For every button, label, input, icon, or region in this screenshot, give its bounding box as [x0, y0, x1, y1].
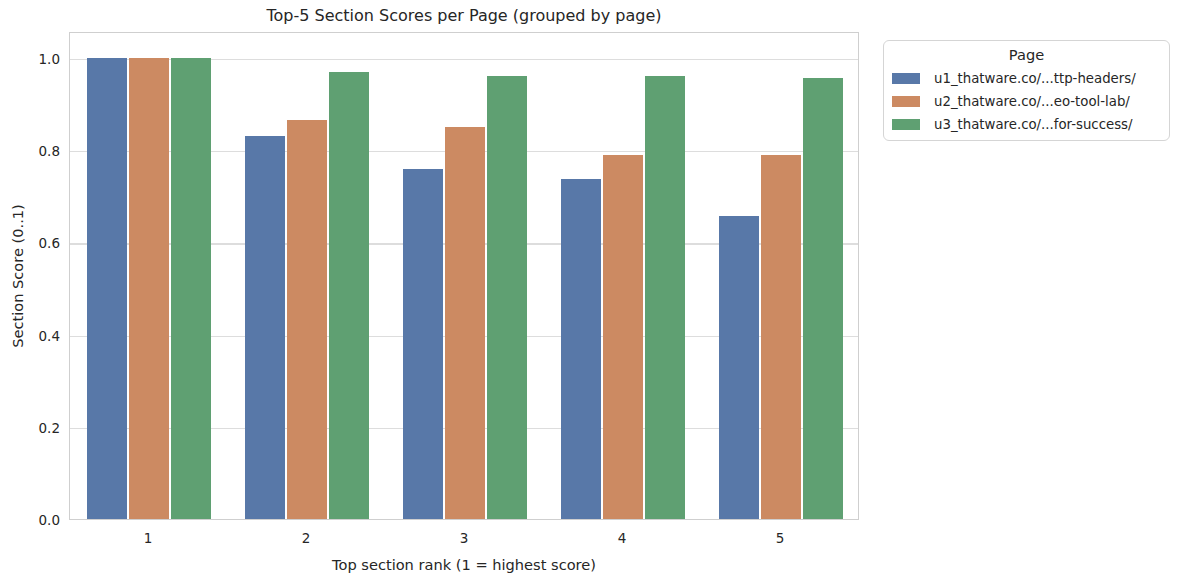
x-axis-tick-label: 1 [128, 530, 168, 546]
bar-u1-rank-2 [245, 136, 286, 519]
y-axis-label: Section Score (0..1) [9, 204, 26, 348]
bar-u1-rank-3 [403, 169, 444, 519]
x-axis-label: Top section rank (1 = highest score) [69, 556, 859, 573]
legend-label: u2_thatware.co/...eo-tool-lab/ [934, 94, 1130, 109]
y-axis-tick-label: 0.0 [26, 512, 60, 528]
bar-u2-rank-2 [287, 120, 328, 519]
legend-swatch-icon [892, 96, 920, 107]
bar-u3-rank-1 [171, 58, 212, 519]
legend-label: u1_thatware.co/...ttp-headers/ [934, 71, 1136, 86]
legend-entry: u2_thatware.co/...eo-tool-lab/ [884, 90, 1169, 113]
bar-u2-rank-4 [603, 155, 644, 519]
bar-u3-rank-3 [487, 76, 528, 519]
figure: Top-5 Section Scores per Page (grouped b… [0, 0, 1181, 584]
bar-u2-rank-5 [761, 155, 802, 519]
legend-entry: u3_thatware.co/...for-success/ [884, 113, 1169, 136]
x-axis-tick-label: 2 [286, 530, 326, 546]
y-axis-tick-label: 0.4 [26, 328, 60, 344]
x-axis-tick-label: 3 [444, 530, 484, 546]
legend-rows: u1_thatware.co/...ttp-headers/u2_thatwar… [884, 67, 1169, 136]
bar-u3-rank-4 [645, 76, 686, 519]
bar-u1-rank-4 [561, 179, 602, 519]
bar-u1-rank-5 [719, 216, 760, 519]
y-axis-tick-label: 0.6 [26, 235, 60, 251]
x-axis-tick-label: 5 [760, 530, 800, 546]
bar-u3-rank-2 [329, 72, 370, 519]
x-axis-tick-label: 4 [602, 530, 642, 546]
y-axis-tick-label: 1.0 [26, 51, 60, 67]
legend-entry: u1_thatware.co/...ttp-headers/ [884, 67, 1169, 90]
chart-title: Top-5 Section Scores per Page (grouped b… [69, 6, 859, 25]
plot-area [69, 32, 859, 520]
bar-u1-rank-1 [87, 58, 128, 519]
bar-u3-rank-5 [803, 78, 844, 519]
legend-swatch-icon [892, 73, 920, 84]
legend-label: u3_thatware.co/...for-success/ [934, 117, 1132, 132]
legend-swatch-icon [892, 119, 920, 130]
y-axis-tick-label: 0.8 [26, 143, 60, 159]
bar-u2-rank-3 [445, 127, 486, 519]
legend-title: Page [884, 46, 1169, 64]
legend: Page u1_thatware.co/...ttp-headers/u2_th… [883, 40, 1170, 141]
y-axis-tick-label: 0.2 [26, 420, 60, 436]
bar-u2-rank-1 [129, 58, 170, 519]
